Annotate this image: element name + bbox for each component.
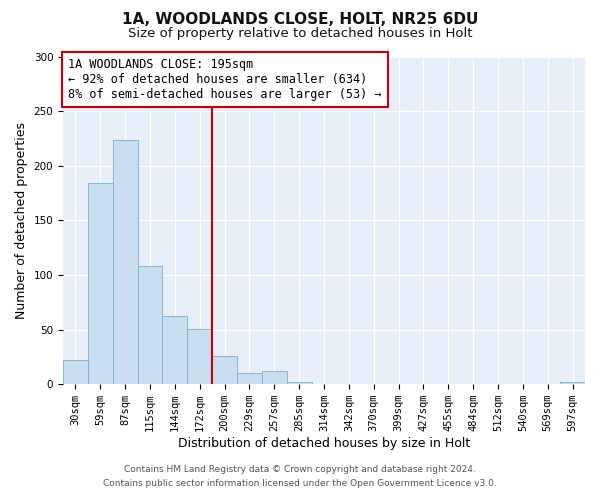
Bar xyxy=(163,316,187,384)
Bar xyxy=(137,266,163,384)
Bar xyxy=(262,371,287,384)
Bar xyxy=(113,140,137,384)
Bar xyxy=(63,360,88,384)
X-axis label: Distribution of detached houses by size in Holt: Distribution of detached houses by size … xyxy=(178,437,470,450)
Text: Size of property relative to detached houses in Holt: Size of property relative to detached ho… xyxy=(128,28,472,40)
Bar xyxy=(187,328,212,384)
Bar xyxy=(560,382,585,384)
Text: 1A WOODLANDS CLOSE: 195sqm
← 92% of detached houses are smaller (634)
8% of semi: 1A WOODLANDS CLOSE: 195sqm ← 92% of deta… xyxy=(68,58,382,101)
Bar xyxy=(88,183,113,384)
Y-axis label: Number of detached properties: Number of detached properties xyxy=(15,122,28,319)
Bar xyxy=(287,382,311,384)
Bar xyxy=(237,374,262,384)
Bar xyxy=(212,356,237,384)
Text: Contains HM Land Registry data © Crown copyright and database right 2024.
Contai: Contains HM Land Registry data © Crown c… xyxy=(103,466,497,487)
Text: 1A, WOODLANDS CLOSE, HOLT, NR25 6DU: 1A, WOODLANDS CLOSE, HOLT, NR25 6DU xyxy=(122,12,478,28)
